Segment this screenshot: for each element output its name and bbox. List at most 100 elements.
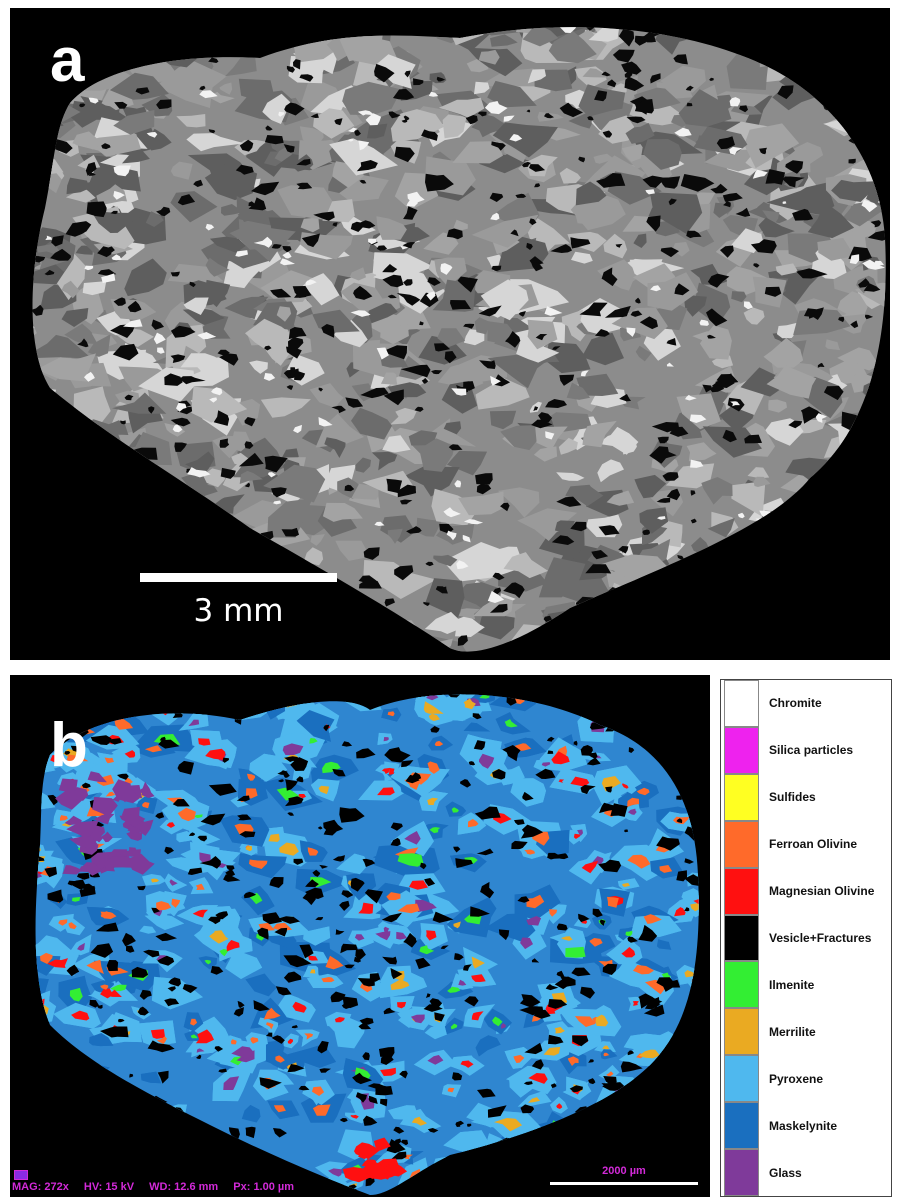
mineral-grain xyxy=(300,217,320,233)
phase-grain xyxy=(627,1131,660,1153)
vesicle xyxy=(182,984,198,994)
vesicle xyxy=(190,648,207,652)
vesicle xyxy=(489,192,504,202)
mineral-grain xyxy=(789,580,825,604)
vesicle xyxy=(648,578,659,587)
phase-grain xyxy=(649,1136,683,1158)
vesicle xyxy=(71,624,96,641)
phase-grain xyxy=(35,1056,39,1084)
legend-label: Maskelynite xyxy=(769,1118,838,1133)
vesicle xyxy=(294,371,306,381)
vesicle xyxy=(661,1082,679,1095)
vesicle xyxy=(480,881,495,899)
mineral-grain xyxy=(68,517,114,552)
vesicle xyxy=(323,724,330,732)
vesicle xyxy=(601,71,611,77)
vesicle xyxy=(545,984,559,991)
mineral-grain xyxy=(768,399,787,413)
minor-phase xyxy=(112,1140,119,1146)
vesicle xyxy=(35,1024,38,1029)
vesicle xyxy=(457,635,468,646)
vesicle xyxy=(404,70,411,78)
vesicle xyxy=(12,617,24,623)
vesicle xyxy=(208,57,219,63)
bright-grain xyxy=(456,560,469,570)
vesicle xyxy=(376,245,388,251)
mineral-grain xyxy=(257,8,292,15)
vesicle xyxy=(393,88,415,100)
mineral-grain xyxy=(267,498,313,538)
vesicle xyxy=(296,159,311,166)
minor-phase xyxy=(429,827,441,834)
vesicle xyxy=(626,116,646,124)
bright-grain xyxy=(730,401,740,407)
vesicle xyxy=(120,699,130,708)
minor-phase xyxy=(204,959,211,965)
mineral-grain xyxy=(664,576,684,594)
vesicle xyxy=(273,1128,287,1138)
vesicle xyxy=(44,415,73,429)
vesicle xyxy=(690,518,697,524)
mineral-grain xyxy=(659,65,706,93)
phase-grain xyxy=(35,1127,53,1156)
minor-phase xyxy=(684,735,696,741)
bright-grain xyxy=(153,332,166,345)
phase-grain xyxy=(70,934,92,956)
minor-phase xyxy=(13,1032,19,1035)
vesicle xyxy=(602,130,612,138)
mineral-grain xyxy=(54,475,78,488)
minor-phase xyxy=(245,846,253,852)
vesicle xyxy=(219,438,230,448)
vesicle xyxy=(167,986,176,992)
vesicle xyxy=(170,417,191,427)
vesicle xyxy=(678,685,690,693)
minor-phase xyxy=(219,949,229,957)
vesicle xyxy=(554,976,576,990)
vesicle xyxy=(47,794,58,806)
vesicle xyxy=(638,993,658,1009)
vesicle xyxy=(122,932,136,947)
vesicle xyxy=(535,768,556,779)
vesicle xyxy=(106,960,119,972)
vesicle xyxy=(692,978,698,984)
minor-phase xyxy=(405,1154,413,1160)
vesicle xyxy=(239,831,256,838)
vesicle xyxy=(400,364,431,378)
mineral-grain xyxy=(608,426,639,455)
vesicle xyxy=(526,242,533,250)
vesicle xyxy=(381,912,402,923)
vesicle xyxy=(535,334,548,341)
mineral-grain xyxy=(649,192,703,234)
minor-phase xyxy=(380,1067,396,1076)
vesicle xyxy=(570,521,587,532)
vesicle xyxy=(135,1133,140,1138)
mineral-grain xyxy=(452,141,503,164)
vesicle xyxy=(245,1126,256,1139)
phase-grain xyxy=(43,1048,67,1061)
vesicle xyxy=(423,1004,443,1012)
glass-region xyxy=(128,826,143,834)
vesicle xyxy=(237,1000,245,1009)
phase-grain xyxy=(35,935,79,957)
vesicle xyxy=(251,181,280,196)
mineral-grain xyxy=(42,447,60,463)
vesicle xyxy=(722,192,743,202)
vesicle xyxy=(425,993,431,998)
vesicle xyxy=(406,526,422,534)
vesicle xyxy=(18,527,32,534)
minor-phase xyxy=(492,1016,503,1027)
mineral-grain xyxy=(10,296,27,320)
mineral-grain xyxy=(124,258,167,297)
vesicle xyxy=(506,696,517,706)
vesicle xyxy=(139,989,152,1000)
phase-grain xyxy=(509,1073,536,1098)
vesicle xyxy=(598,859,622,873)
vesicle xyxy=(233,1130,240,1136)
vesicle xyxy=(244,441,254,449)
phase-grain xyxy=(664,694,697,700)
phase-grain xyxy=(336,853,369,875)
vesicle xyxy=(420,862,427,870)
phase-grain xyxy=(10,1039,21,1050)
minor-phase xyxy=(659,865,673,873)
vesicle xyxy=(355,1092,367,1103)
